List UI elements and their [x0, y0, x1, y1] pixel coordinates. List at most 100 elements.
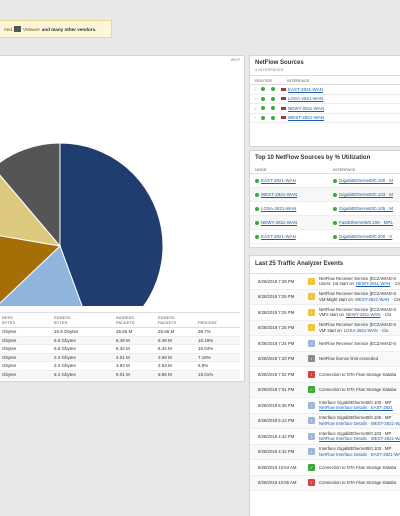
table-row[interactable]: Gbytes 2.4 Gbytes 3.83 M 3.53 M 6.9% [0, 362, 240, 371]
table-cell: 9.01 M [116, 371, 130, 377]
event-link[interactable]: WEST-2821-WAN [354, 296, 390, 302]
top10-row[interactable]: WEST-2821-WAN GigabitEthernet0/0.103 · M [250, 188, 400, 202]
event-message-line1: Interface GigabitEthernet0/0.100 · MP [319, 399, 392, 405]
event-row[interactable]: 8/28/2018 10:54 AM ✓ Connection to NTA Flo… [250, 460, 400, 476]
router-status-icon [271, 87, 275, 92]
table-cell: 15.01% [198, 371, 214, 377]
table-cell: 3.53 M [158, 363, 172, 369]
event-row[interactable]: 8/28/2018 10:55 AM! Connection to NTA Flo… [250, 475, 400, 491]
table-row[interactable]: Gbytes 6.6 Gbytes 8.34 M 8.34 M 16.04% [0, 345, 240, 354]
interface-flag-icon [281, 97, 286, 101]
event-message: Connection to NTA Flow Storage Databa [319, 372, 396, 378]
event-row[interactable]: 8/28/2018 7:25 PM! NetFlow Receiver Servi… [250, 289, 400, 305]
pie-table-header: RESS BYTES EGRESS BYTES INGRESS PACKETS EGR… [0, 312, 240, 328]
interface-link[interactable]: NEWY-2811-WAN [288, 105, 325, 111]
iface-event-icon: ↕ [308, 339, 315, 347]
pie-slice-0[interactable] [59, 142, 164, 306]
table-row[interactable]: Gbytes 2.4 Gbytes 4.01 M 3.69 M 7.18% [0, 353, 240, 362]
event-row[interactable]: 8/28/2018 4:42 PM ↕ Interface GigabitEther… [250, 429, 400, 445]
interface-link[interactable]: GigabitEthernet0/0.103 · M [339, 192, 394, 197]
table-row[interactable]: Gbytes 6.4 Gbytes 9.01 M 8.85 M 15.01% [0, 370, 240, 379]
table-row[interactable]: Gbytes 15.9 Gbytes 25.66 M 25.66 M 38.7% [0, 328, 240, 337]
event-row[interactable]: 8/28/2018 4:42 PM ↕ Interface GigabitEther… [250, 444, 400, 460]
table-row[interactable]: Gbytes 6.6 Gbytes 8.49 M 8.49 M 16.18% [0, 336, 240, 345]
top10-row[interactable]: NEWY-2811-WAN FastEthernet0/0.106 · MPL [250, 216, 400, 230]
event-row[interactable]: 8/28/2018 7:28 PM! NetFlow Receiver Servi… [250, 274, 400, 290]
router-status-icon [271, 96, 275, 101]
event-row[interactable]: 8/28/2018 5:36 PM ↕ Interface GigabitEther… [250, 398, 400, 414]
event-message-line2: VM' start on LOSA-2821-WAN · Cis [319, 328, 396, 334]
expand-caret-icon[interactable]: › [255, 115, 257, 121]
node-link[interactable]: LOSA-2821-WAN [261, 206, 297, 211]
event-link[interactable]: NEWY-2811-WAN [345, 312, 381, 318]
pie-data-table: RESS BYTES EGRESS BYTES INGRESS PACKETS EGR… [0, 312, 240, 379]
event-link[interactable]: NetFlow Interface Details · WEST-2821-WA… [319, 436, 400, 442]
node-link[interactable]: WEST-2821-WAN [261, 192, 298, 197]
pie-slice-1[interactable] [0, 245, 95, 306]
help-link[interactable]: HELP [230, 58, 240, 62]
banner-text-after: and many other vendors. [41, 26, 97, 32]
expand-caret-icon[interactable]: › [255, 96, 257, 102]
status-up-icon [261, 96, 265, 101]
iface-event-icon: ↕ [308, 417, 315, 425]
interface-link[interactable]: EAST-2821-WAN [288, 86, 323, 92]
col-node: NODE [255, 166, 267, 172]
interface-link[interactable]: LOSA-2821-WAN [288, 96, 324, 102]
interface-link[interactable]: GigabitEthernet0/0.200 · V [339, 234, 393, 239]
event-tail: · Cis [379, 327, 389, 333]
pie-table-col-4: PERCENT [198, 320, 218, 325]
top10-row[interactable]: EAST-2821-WAN GigabitEthernet0/0.100 · M [250, 174, 400, 188]
event-detail: VM's start on [319, 312, 344, 318]
crit-event-icon: ! [308, 479, 315, 487]
pie-slice-3[interactable] [0, 167, 62, 247]
traffic-events-panel: Last 25 Traffic Analyzer Events 8/28/201… [249, 255, 400, 516]
node-link[interactable]: NEWY-2811-WAN [261, 220, 298, 225]
event-row[interactable]: 8/28/2018 7:20 PM i NetFlow license limit … [250, 351, 400, 367]
interface-link[interactable]: WEST-2821-WAN [288, 115, 325, 121]
event-link[interactable]: NetFlow Interface Details · EAST-2821 [319, 405, 393, 411]
top10-row[interactable]: LOSA-2821-WAN GigabitEthernet0/0.105 · M [250, 202, 400, 216]
netflow-source-row[interactable]: › NEWY-2811-WAN [250, 104, 400, 114]
event-time: 8/28/2018 5:36 PM [258, 402, 295, 408]
vendor-banner: rted VMware and many other vendors. [0, 20, 112, 38]
event-row[interactable]: 8/28/2018 7:25 PM! NetFlow Receiver Servi… [250, 305, 400, 321]
netflow-source-row[interactable]: › EAST-2821-WAN [250, 85, 400, 95]
node-link[interactable]: EAST-2821-WAN [261, 234, 296, 239]
event-message-line1: Interface GigabitEthernet0/0.103 · MP [319, 430, 392, 436]
event-tail: · Cis [382, 312, 392, 318]
table-cell: 8.49 M [116, 337, 130, 343]
event-row[interactable]: 8/28/2018 7:01 PM ✓ Connection to NTA Flow… [250, 382, 400, 398]
event-link[interactable]: NEWY-2811-WAN [355, 281, 391, 287]
event-row[interactable]: 8/28/2018 7:25 PM! NetFlow Receiver Servi… [250, 320, 400, 336]
event-message: Connection to NTA Flow Storage Databa [319, 387, 396, 393]
event-link[interactable]: LOSA-2821-WAN [343, 327, 378, 333]
top10-row[interactable]: EAST-2821-WAN GigabitEthernet0/0.200 · V [250, 230, 400, 244]
table-cell: Gbytes [2, 371, 17, 377]
interface-link[interactable]: GigabitEthernet0/0.105 · M [339, 206, 394, 211]
event-link[interactable]: NetFlow Interface Details · EAST-2821-WA… [319, 451, 400, 457]
event-row[interactable]: 8/28/2018 7:02 PM! Connection to NTA Flow… [250, 367, 400, 383]
pie-slice-4[interactable] [0, 142, 61, 248]
event-row[interactable]: 8/28/2018 5:13 PM ↕ Interface GigabitEther… [250, 413, 400, 429]
netflow-source-row[interactable]: › LOSA-2821-WAN [250, 95, 400, 104]
node-link[interactable]: EAST-2821-WAN [261, 178, 296, 183]
table-cell: 4.01 M [116, 354, 130, 360]
netflow-source-row[interactable]: › WEST-2821-WAN [250, 114, 400, 123]
col-interface: INTERFACE [287, 77, 310, 83]
vmware-logo-icon [13, 26, 21, 32]
expand-caret-icon[interactable]: › [255, 105, 257, 111]
interface-link[interactable]: FastEthernet0/0.106 · MPL [339, 220, 394, 225]
event-row[interactable]: 8/28/2018 7:24 PM ↕ NetFlow Receiver Servi… [250, 336, 400, 352]
pie-table-col-3: EGRESS PACKETS [158, 315, 177, 325]
table-cell: Gbytes [2, 346, 17, 352]
interface-link[interactable]: GigabitEthernet0/0.100 · M [339, 178, 394, 183]
pie-table-col-0: RESS BYTES [2, 315, 16, 325]
event-time: 8/28/2018 5:13 PM [258, 418, 295, 424]
event-link[interactable]: NetFlow Interface Details · WEST-2821-WA… [319, 420, 400, 426]
pie-slice-2[interactable] [0, 229, 62, 306]
router-status-icon [271, 115, 275, 120]
event-message-line1: Connection to NTA Flow Storage Databa [319, 464, 397, 470]
expand-caret-icon[interactable]: › [255, 86, 257, 92]
banner-text-before: rted [4, 26, 12, 32]
